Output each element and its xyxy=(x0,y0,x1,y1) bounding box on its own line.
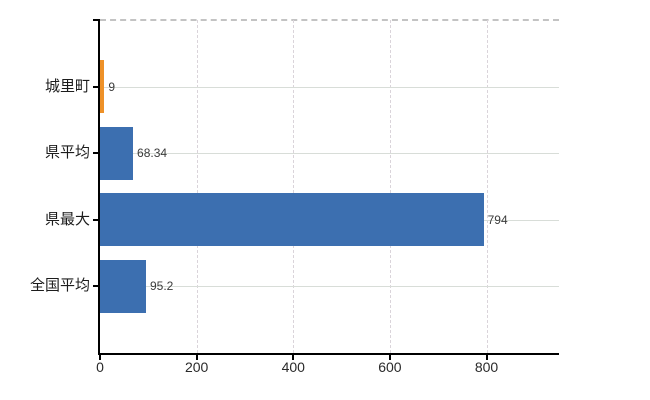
h-gridline xyxy=(100,86,559,88)
x-tick-label: 200 xyxy=(184,359,209,375)
bar xyxy=(100,126,134,180)
v-gridline xyxy=(196,20,198,353)
x-axis-tick xyxy=(99,355,101,360)
h-gridline xyxy=(100,286,559,288)
bar xyxy=(100,60,105,114)
category-label: 県最大 xyxy=(44,210,90,228)
bar-value-label: 794 xyxy=(487,212,508,227)
y-axis-tick xyxy=(93,152,100,155)
y-axis-line xyxy=(98,19,100,355)
v-gridline xyxy=(486,20,488,353)
bar-value-label: 68.34 xyxy=(137,146,168,161)
bar xyxy=(100,193,484,247)
x-tick-label: 400 xyxy=(281,359,305,375)
category-label: 全国平均 xyxy=(29,277,90,295)
plot-top-border xyxy=(100,19,559,21)
x-tick-label: 600 xyxy=(378,359,402,375)
x-tick-label: 800 xyxy=(474,359,499,375)
v-gridline xyxy=(389,20,391,353)
x-axis-tick xyxy=(195,355,198,360)
x-axis-line xyxy=(98,353,559,355)
h-gridline xyxy=(100,153,559,155)
bar xyxy=(100,259,146,313)
y-axis-end-tick xyxy=(93,19,100,21)
y-axis-tick xyxy=(93,85,100,88)
bar-value-label: 9 xyxy=(108,79,116,94)
y-axis-tick xyxy=(93,218,100,221)
category-label: 城里町 xyxy=(44,77,90,95)
y-axis-tick xyxy=(93,285,100,288)
x-axis-tick xyxy=(388,355,391,360)
v-gridline xyxy=(293,20,295,353)
bar-value-label: 95.2 xyxy=(149,279,174,294)
x-tick-label: 0 xyxy=(96,359,104,375)
category-label: 県平均 xyxy=(44,144,90,162)
x-axis-tick xyxy=(292,355,295,360)
x-axis-tick xyxy=(485,355,488,360)
